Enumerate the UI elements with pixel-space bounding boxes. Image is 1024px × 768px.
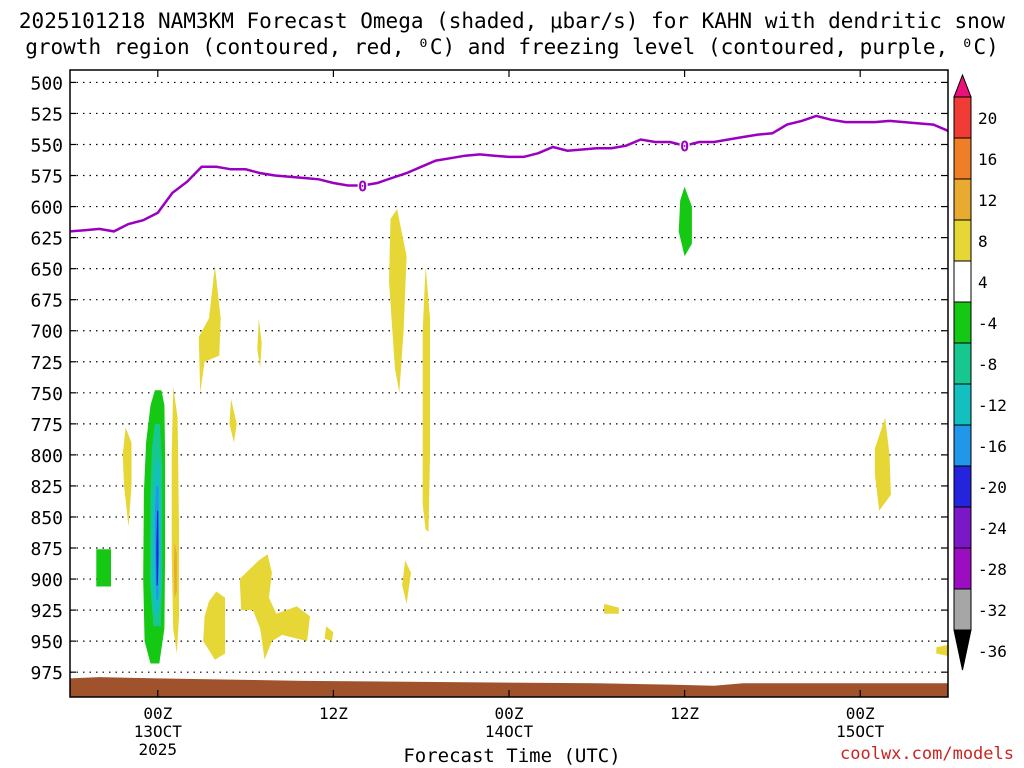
colorbar-label: -36 bbox=[978, 642, 1007, 661]
x-tick-label: 15OCT bbox=[836, 722, 885, 741]
omega-region bbox=[173, 541, 177, 598]
y-tick-label: 750 bbox=[30, 384, 63, 405]
colorbar-label: 12 bbox=[978, 191, 997, 210]
omega-region bbox=[936, 644, 948, 656]
freezing-level-line bbox=[69, 114, 949, 233]
freezing-level-label-bg bbox=[679, 137, 690, 153]
x-tick-label: 2025 bbox=[139, 740, 178, 759]
colorbar-segment bbox=[953, 383, 972, 426]
colorbar-top-arrow bbox=[953, 73, 972, 98]
colorbar-segment bbox=[953, 465, 972, 508]
omega-region bbox=[257, 318, 262, 368]
colorbar-label: -4 bbox=[978, 314, 997, 333]
omega-region bbox=[122, 427, 132, 527]
y-tick-label: 850 bbox=[30, 508, 63, 529]
colorbar-segment bbox=[953, 506, 972, 549]
colorbar-segment bbox=[953, 137, 972, 180]
colorbar-segment bbox=[953, 342, 972, 385]
colorbar-label: -16 bbox=[978, 437, 1007, 456]
colorbar-label: 20 bbox=[978, 109, 997, 128]
colorbar-segment bbox=[953, 424, 972, 467]
colorbar-label: -20 bbox=[978, 478, 1007, 497]
colorbar-segment bbox=[953, 588, 972, 631]
colorbar: 20 16 12 8 4 -4 -8 -12 -16 -20 -24 -28 -32 -36 bbox=[953, 73, 1007, 671]
omega-region bbox=[874, 417, 891, 511]
omega-region bbox=[422, 266, 430, 532]
y-tick-label: 625 bbox=[30, 229, 63, 250]
y-tick-label: 775 bbox=[30, 415, 63, 436]
y-tick-label: 725 bbox=[30, 353, 63, 374]
colorbar-label: 4 bbox=[978, 273, 988, 292]
y-tick-label: 925 bbox=[30, 601, 63, 622]
omega-region bbox=[389, 209, 407, 393]
colorbar-label: -12 bbox=[978, 396, 1007, 415]
x-tick-label: 13OCT bbox=[134, 722, 183, 741]
omega-region bbox=[604, 603, 619, 614]
colorbar-label: -24 bbox=[978, 519, 1007, 538]
y-tick-label: 900 bbox=[30, 570, 63, 591]
chart-title-line-2: growth region (contoured, red, ⁰C) and f… bbox=[25, 35, 999, 59]
omega-region bbox=[96, 549, 111, 587]
y-tick-label: 675 bbox=[30, 291, 63, 312]
x-tick-label: 12Z bbox=[670, 704, 699, 723]
colorbar-label: -28 bbox=[978, 560, 1007, 579]
colorbar-segment bbox=[953, 219, 972, 262]
plot-area: 00 bbox=[69, 70, 949, 697]
colorbar-label: 16 bbox=[978, 150, 997, 169]
x-tick-label: 12Z bbox=[319, 704, 348, 723]
omega-region bbox=[229, 399, 237, 443]
colorbar-segment bbox=[953, 260, 972, 303]
y-tick-label: 825 bbox=[30, 477, 63, 498]
colorbar-segment bbox=[953, 301, 972, 344]
y-tick-label: 800 bbox=[30, 446, 63, 467]
x-tick-label: 00Z bbox=[495, 704, 524, 723]
omega-region bbox=[203, 591, 226, 660]
colorbar-segment bbox=[953, 547, 972, 590]
ground-terrain bbox=[70, 677, 948, 697]
x-tick-label: 00Z bbox=[143, 704, 172, 723]
x-axis-label: Forecast Time (UTC) bbox=[403, 745, 621, 767]
axes: 500 525 550 575 600 625 650 675 700 725 750 775 800 8… bbox=[30, 69, 949, 759]
y-tick-label: 525 bbox=[30, 104, 63, 125]
colorbar-segment bbox=[953, 96, 972, 139]
y-tick-label: 500 bbox=[30, 73, 63, 94]
freezing-level-label: 0 bbox=[358, 177, 367, 195]
y-tick-label: 975 bbox=[30, 663, 63, 684]
chart-title-line-1: 2025101218 NAM3KM Forecast Omega (shaded… bbox=[18, 9, 1006, 33]
y-tick-label: 575 bbox=[30, 167, 63, 188]
y-tick-label: 600 bbox=[30, 198, 63, 219]
omega-region bbox=[156, 510, 159, 586]
omega-region bbox=[678, 186, 692, 257]
freezing-level-label: 0 bbox=[680, 138, 689, 156]
omega-region bbox=[402, 560, 411, 604]
y-tick-label: 550 bbox=[30, 135, 63, 156]
x-tick-label: 14OCT bbox=[485, 722, 534, 741]
colorbar-label: -8 bbox=[978, 355, 997, 374]
omega-region bbox=[171, 386, 179, 654]
y-tick-label: 650 bbox=[30, 260, 63, 281]
colorbar-segment bbox=[953, 178, 972, 221]
colorbar-label: -32 bbox=[978, 601, 1007, 620]
omega-region bbox=[239, 554, 310, 660]
y-tick-label: 700 bbox=[30, 322, 63, 343]
y-tick-label: 875 bbox=[30, 539, 63, 560]
credit-text[interactable]: coolwx.com/models bbox=[840, 744, 1014, 764]
omega-region bbox=[198, 266, 221, 393]
plot-background bbox=[70, 70, 948, 697]
omega-region bbox=[324, 626, 334, 642]
freezing-level-label-bg bbox=[357, 177, 368, 193]
x-tick-label: 00Z bbox=[846, 704, 875, 723]
colorbar-bottom-arrow bbox=[953, 629, 972, 671]
colorbar-label: 8 bbox=[978, 232, 988, 251]
y-tick-label: 950 bbox=[30, 632, 63, 653]
